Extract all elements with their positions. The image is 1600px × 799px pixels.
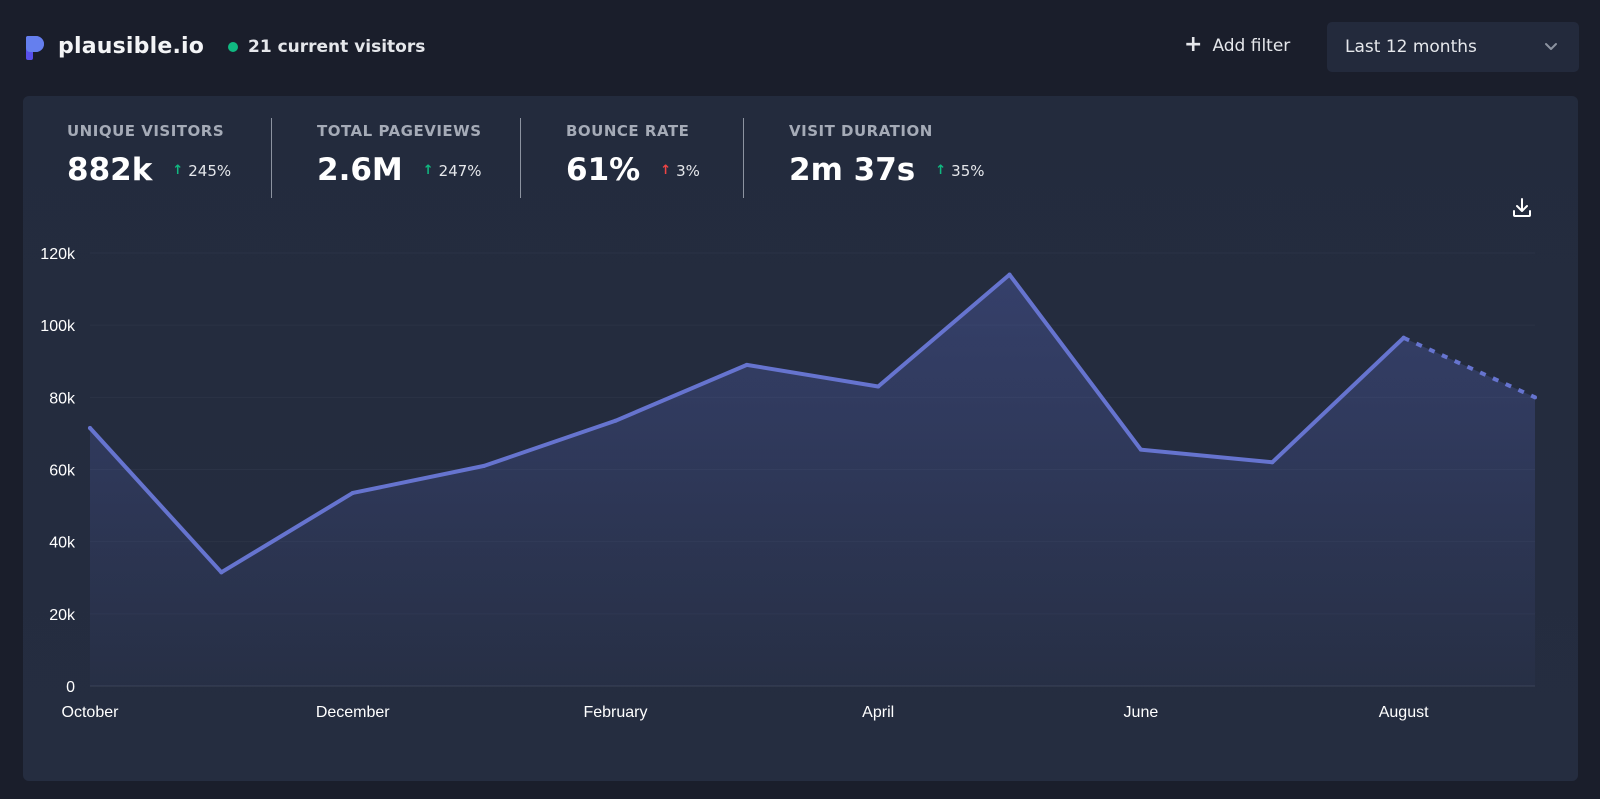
- data-point: [88, 426, 92, 431]
- stat-label: TOTAL PAGEVIEWS: [317, 122, 482, 140]
- data-point: [219, 570, 224, 575]
- x-tick-label: October: [62, 704, 120, 721]
- period-select[interactable]: Last 12 months: [1327, 22, 1579, 72]
- visitors-chart[interactable]: 0 20k 40k 60k 80k 100k 120k October December Febr…: [23, 96, 1578, 781]
- x-tick-label: August: [1379, 704, 1429, 721]
- site-name[interactable]: plausible.io: [58, 34, 205, 59]
- data-point: [876, 384, 881, 389]
- stat-change-value: 3%: [676, 161, 700, 180]
- y-tick-label: 120k: [40, 246, 76, 263]
- plus-icon: +: [1184, 32, 1203, 57]
- arrow-up-icon: ↑: [172, 163, 184, 178]
- divider: [520, 118, 521, 198]
- series-line-incomplete: [1402, 335, 1536, 400]
- data-point: [1533, 395, 1537, 400]
- download-icon[interactable]: [1510, 196, 1534, 220]
- arrow-up-icon: ↑: [660, 163, 672, 178]
- stat-value: 2.6M: [317, 152, 403, 188]
- stat-total-pageviews[interactable]: TOTAL PAGEVIEWS 2.6M ↑ 247%: [317, 122, 482, 188]
- stat-change-value: 35%: [951, 161, 985, 180]
- stat-label: VISIT DURATION: [789, 122, 933, 140]
- add-filter-button[interactable]: + Add filter: [1184, 32, 1291, 57]
- top-bar: plausible.io 21 current visitors + Add f…: [0, 0, 1600, 96]
- y-tick-label: 20k: [49, 607, 76, 624]
- data-point: [1270, 460, 1275, 465]
- chevron-down-icon: [1545, 43, 1557, 50]
- x-tick-label: February: [583, 704, 647, 721]
- y-tick-label: 60k: [49, 463, 76, 480]
- stat-change: ↑ 35%: [935, 162, 984, 180]
- data-point: [1007, 272, 1012, 277]
- stat-value: 882k: [67, 152, 153, 188]
- arrow-up-icon: ↑: [935, 163, 947, 178]
- live-dot-icon: [228, 42, 238, 52]
- stat-change: ↑ 245%: [172, 162, 231, 180]
- current-visitors-label: 21 current visitors: [248, 37, 426, 57]
- dashboard-panel: UNIQUE VISITORS 882k ↑ 245% TOTAL PAGEVI…: [23, 96, 1578, 781]
- stat-label: UNIQUE VISITORS: [67, 122, 225, 140]
- data-point: [1138, 447, 1143, 452]
- stat-change: ↑ 247%: [423, 162, 482, 180]
- data-point: [350, 490, 355, 495]
- stat-label: BOUNCE RATE: [566, 122, 690, 140]
- y-tick-label: 40k: [49, 535, 76, 552]
- data-point: [482, 463, 487, 468]
- area-fill: [90, 274, 1535, 686]
- x-tick-label: June: [1124, 704, 1159, 721]
- current-visitors[interactable]: 21 current visitors: [228, 37, 425, 57]
- stat-change-value: 245%: [188, 161, 232, 180]
- period-label: Last 12 months: [1345, 37, 1477, 57]
- divider: [743, 118, 744, 198]
- stat-bounce-rate[interactable]: BOUNCE RATE 61% ↑ 3%: [566, 122, 700, 188]
- x-tick-label: December: [316, 704, 390, 721]
- stat-change: ↑ 3%: [660, 162, 700, 180]
- y-tick-label: 0: [66, 679, 75, 696]
- data-point: [744, 362, 749, 367]
- data-point: [1401, 335, 1406, 340]
- stat-value: 2m 37s: [789, 152, 916, 188]
- stat-change-value: 247%: [438, 161, 482, 180]
- plausible-logo-icon[interactable]: [24, 34, 46, 60]
- stat-unique-visitors[interactable]: UNIQUE VISITORS 882k ↑ 245%: [67, 122, 231, 188]
- stat-value: 61%: [566, 152, 641, 188]
- data-point: [613, 418, 618, 423]
- divider: [271, 118, 272, 198]
- y-tick-label: 80k: [49, 390, 76, 407]
- arrow-up-icon: ↑: [422, 163, 434, 178]
- x-tick-label: April: [862, 704, 894, 721]
- add-filter-label: Add filter: [1212, 36, 1291, 56]
- stat-visit-duration[interactable]: VISIT DURATION 2m 37s ↑ 35%: [789, 122, 985, 188]
- y-tick-label: 100k: [40, 318, 76, 335]
